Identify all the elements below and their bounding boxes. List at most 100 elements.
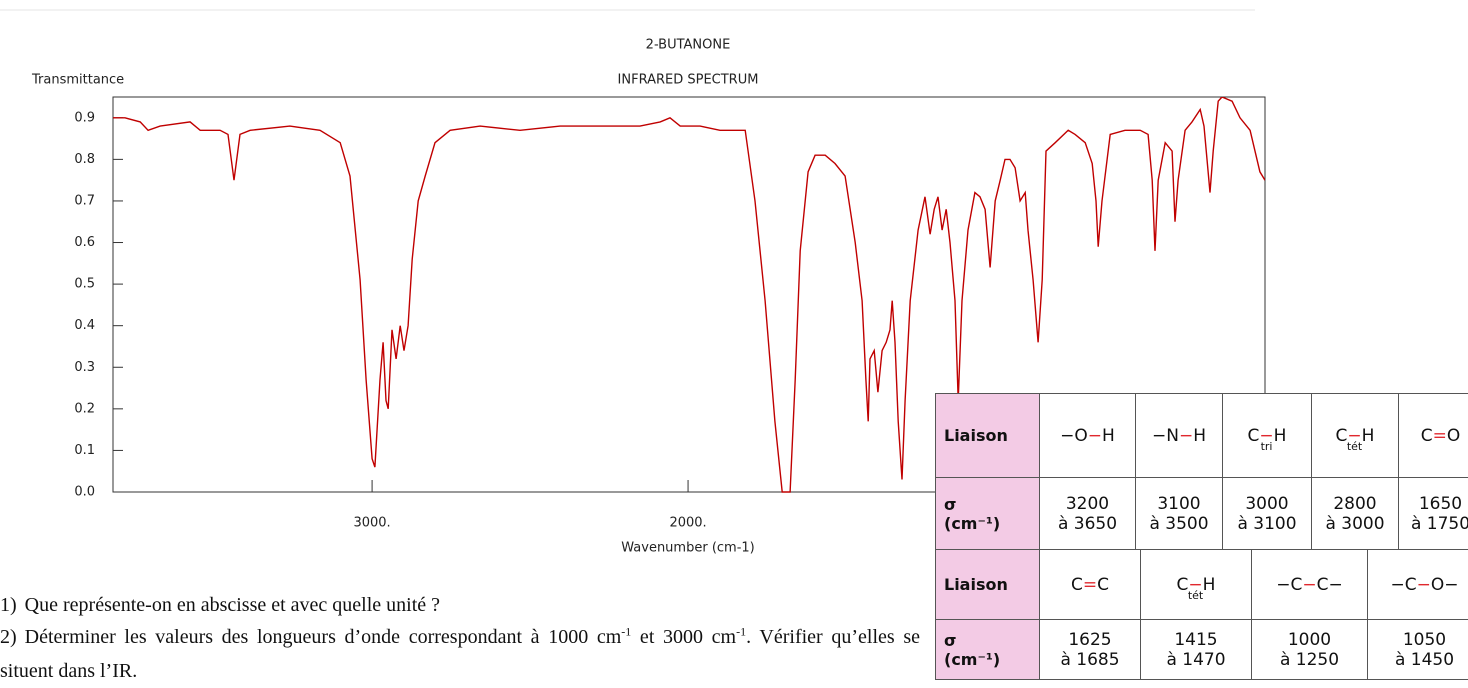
wavenumber-range: à 1750 <box>1399 514 1468 534</box>
atom: C <box>1248 426 1260 446</box>
wavenumber-range: 1415 <box>1141 630 1251 650</box>
y-tick-label: 0.3 <box>74 360 95 375</box>
row-header: Liaison <box>936 394 1040 478</box>
wavenumber-range: 2800 <box>1312 494 1398 514</box>
chart-title: 2-BUTANONE <box>646 38 731 53</box>
bond-subscript: tét <box>1347 440 1362 453</box>
atom: −C <box>1276 575 1302 595</box>
table-cell: −O−H <box>1040 394 1136 478</box>
atom: O− <box>1431 575 1459 595</box>
header-text: Liaison <box>944 575 1039 594</box>
header-text: Liaison <box>944 426 1039 445</box>
x-axis-label: Wavenumber (cm-1) <box>621 541 754 556</box>
bond-subscript: tri <box>1261 440 1273 453</box>
bond-symbol: − <box>1417 575 1431 595</box>
wavenumber-range: 1000 <box>1252 630 1367 650</box>
atom: H <box>1193 426 1206 446</box>
wavenumber-range: à 3000 <box>1312 514 1398 534</box>
bond-symbol: − <box>1302 575 1316 595</box>
question-number: 1) <box>0 594 17 616</box>
atom: −N <box>1152 426 1179 446</box>
table-cell: −N−H <box>1136 394 1223 478</box>
atom: H <box>1102 426 1115 446</box>
bond: −C−C− <box>1276 575 1343 595</box>
atom: −O <box>1060 426 1088 446</box>
y-tick-label: 0.1 <box>74 443 95 458</box>
atom: C <box>1421 426 1433 446</box>
row-header: σ(cm⁻¹) <box>936 620 1040 680</box>
x-tick-label: 2000. <box>669 516 706 531</box>
atom: C <box>1097 575 1109 595</box>
page: 2-BUTANONE INFRARED SPECTRUM Transmittan… <box>0 0 1468 670</box>
bond: C=O <box>1421 426 1461 446</box>
y-tick-label: 0.5 <box>74 277 95 292</box>
question: 2)Déterminer les valeurs des longueurs d… <box>0 620 920 688</box>
wavenumber-range: à 1450 <box>1368 650 1468 670</box>
table-cell: C=O <box>1399 394 1468 478</box>
x-tick-label: 3000. <box>353 516 390 531</box>
y-tick-label: 0.0 <box>74 485 95 500</box>
bond-symbol: = <box>1083 575 1097 595</box>
question-text: Que représente-on en abscisse et avec qu… <box>25 594 440 616</box>
y-tick-label: 0.6 <box>74 235 95 250</box>
bond-symbol: −tét <box>1347 426 1361 446</box>
table-cell: −C−C− <box>1252 550 1368 620</box>
question-number: 2) <box>0 626 17 648</box>
question-text: et 3000 cm <box>631 626 736 648</box>
header-text: σ <box>944 631 1039 650</box>
atom: C <box>1177 575 1189 595</box>
y-tick-label: 0.8 <box>74 152 95 167</box>
atom: H <box>1274 426 1287 446</box>
wavenumber-range: 3200 <box>1040 494 1135 514</box>
wavenumber-range: 1625 <box>1040 630 1140 650</box>
y-tick-label: 0.2 <box>74 401 95 416</box>
wavenumber-range: 3100 <box>1136 494 1222 514</box>
bond-symbol: − <box>1179 426 1193 446</box>
y-tick-label: 0.7 <box>74 193 95 208</box>
bond: −O−H <box>1060 426 1115 446</box>
atom: C− <box>1317 575 1343 595</box>
y-tick-label: 0.9 <box>74 110 95 125</box>
atom: O <box>1447 426 1460 446</box>
wavenumber-range: à 3650 <box>1040 514 1135 534</box>
atom: C <box>1071 575 1083 595</box>
table-cell: −C−O− <box>1368 550 1468 620</box>
wavenumber-range: à 1685 <box>1040 650 1140 670</box>
bond-symbol: = <box>1433 426 1447 446</box>
y-axis-label: Transmittance <box>31 73 124 88</box>
wavenumber-range: 1650 <box>1399 494 1468 514</box>
row-header: Liaison <box>936 550 1040 620</box>
atom: H <box>1203 575 1216 595</box>
bond: −C−O− <box>1391 575 1459 595</box>
bond: −N−H <box>1152 426 1206 446</box>
wavenumber-range: à 3100 <box>1223 514 1311 534</box>
atom: H <box>1362 426 1375 446</box>
header-text: (cm⁻¹) <box>944 514 1039 533</box>
bond-symbol: − <box>1088 426 1102 446</box>
wavenumber-range: à 1470 <box>1141 650 1251 670</box>
question: 1) Que représente-on en abscisse et avec … <box>0 588 920 622</box>
bond-symbol: −tét <box>1188 575 1202 595</box>
superscript: -1 <box>621 624 631 638</box>
superscript: -1 <box>736 624 746 638</box>
bond-symbol: −tri <box>1259 426 1273 446</box>
